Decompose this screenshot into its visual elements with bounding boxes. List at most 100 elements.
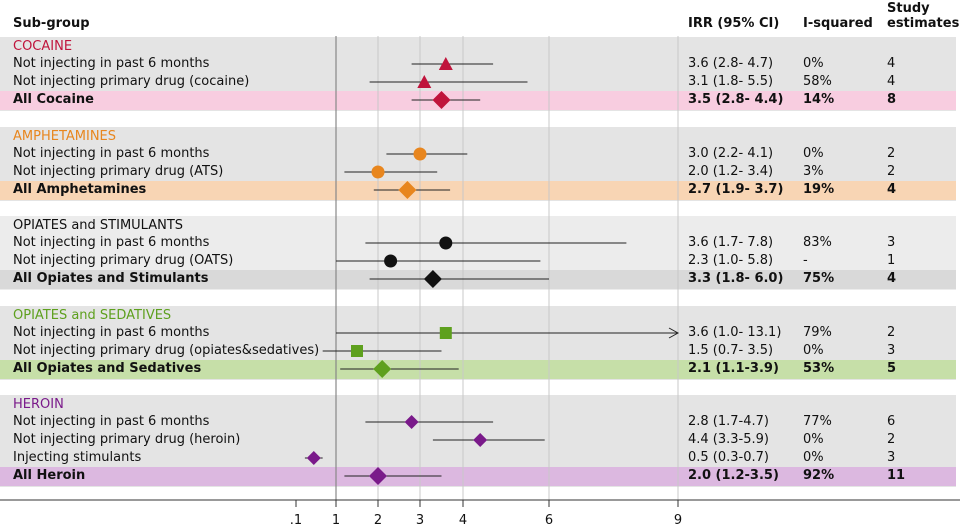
point-estimate bbox=[439, 327, 452, 339]
point-estimate bbox=[384, 254, 398, 268]
isquared-value: 0% bbox=[803, 450, 824, 465]
isquared-value: 83% bbox=[803, 235, 832, 250]
group-title: OPIATES and SEDATIVES bbox=[13, 308, 172, 323]
point-estimate bbox=[371, 165, 385, 179]
irr-value: 3.1 (1.8- 5.5) bbox=[688, 74, 774, 89]
markers bbox=[304, 57, 680, 485]
row-label: Not injecting in past 6 months bbox=[13, 235, 210, 250]
irr-value: 1.5 (0.7- 3.5) bbox=[688, 343, 774, 358]
study-count: 3 bbox=[887, 450, 896, 465]
x-tick-label: 6 bbox=[545, 513, 553, 528]
pooled-study-count: 4 bbox=[887, 271, 897, 286]
pooled-label: All Opiates and Stimulants bbox=[13, 271, 209, 286]
group-title: HEROIN bbox=[13, 397, 64, 412]
point-estimate bbox=[351, 345, 363, 357]
isquared-value: 0% bbox=[803, 432, 824, 447]
pooled-isquared-value: 19% bbox=[803, 182, 835, 197]
point-estimate bbox=[438, 57, 453, 70]
pooled-isquared-value: 14% bbox=[803, 92, 835, 107]
pooled-isquared-value: 92% bbox=[803, 468, 835, 483]
row-label: Not injecting in past 6 months bbox=[13, 146, 210, 161]
row-label: Not injecting in past 6 months bbox=[13, 56, 210, 71]
study-count: 2 bbox=[887, 325, 896, 340]
pooled-estimate bbox=[373, 360, 392, 378]
row-label: Not injecting in past 6 months bbox=[13, 414, 210, 429]
pooled-label: All Cocaine bbox=[13, 92, 94, 107]
subgroup-header: Sub-group bbox=[13, 16, 90, 31]
pooled-study-count: 5 bbox=[887, 361, 897, 376]
pooled-irr-value: 3.5 (2.8- 4.4) bbox=[688, 92, 784, 107]
group-title: COCAINE bbox=[13, 39, 73, 54]
pooled-estimate bbox=[432, 91, 451, 109]
row-label: Not injecting primary drug (OATS) bbox=[13, 253, 234, 268]
point-estimate bbox=[413, 147, 427, 161]
ci-line-arrow bbox=[668, 327, 680, 339]
row-label: Not injecting primary drug (ATS) bbox=[13, 164, 224, 179]
pooled-label: All Opiates and Sedatives bbox=[13, 361, 202, 376]
x-tick-label: 2 bbox=[374, 513, 382, 528]
row-label: Not injecting primary drug (heroin) bbox=[13, 432, 241, 447]
study-count: 3 bbox=[887, 235, 896, 250]
pooled-label: All Heroin bbox=[13, 468, 86, 483]
isquared-value: 58% bbox=[803, 74, 832, 89]
pooled-study-count: 8 bbox=[887, 92, 897, 107]
irr-value: 3.6 (2.8- 4.7) bbox=[688, 56, 774, 71]
isquared-value: 0% bbox=[803, 343, 824, 358]
row-label: Not injecting in past 6 months bbox=[13, 325, 210, 340]
point-estimate bbox=[306, 451, 321, 465]
irr-value: 3.6 (1.0- 13.1) bbox=[688, 325, 782, 340]
x-tick-label: 3 bbox=[416, 513, 424, 528]
x-tick-label: 1 bbox=[332, 513, 340, 528]
pooled-row-background bbox=[0, 467, 956, 486]
irr-value: 3.0 (2.2- 4.1) bbox=[688, 146, 774, 161]
study-count: 1 bbox=[887, 253, 896, 268]
point-estimate bbox=[473, 433, 488, 447]
isquared-value: 3% bbox=[803, 164, 824, 179]
estimates-header: estimates bbox=[887, 16, 960, 31]
pooled-study-count: 4 bbox=[887, 182, 897, 197]
pooled-label: All Amphetamines bbox=[13, 182, 147, 197]
pooled-irr-value: 3.3 (1.8- 6.0) bbox=[688, 271, 784, 286]
pooled-estimate bbox=[369, 467, 387, 485]
row-label: Not injecting primary drug (opiates&seda… bbox=[13, 343, 320, 358]
study-count: 4 bbox=[887, 74, 896, 89]
irr-header: IRR (95% CI) bbox=[688, 16, 780, 31]
isquared-value: 0% bbox=[803, 56, 824, 71]
pooled-irr-value: 2.0 (1.2-3.5) bbox=[688, 468, 779, 483]
study-count: 6 bbox=[887, 414, 896, 429]
pooled-estimate bbox=[398, 181, 417, 199]
x-axis: .1 1 2 3 4 6 9 bbox=[0, 499, 960, 528]
pooled-study-count: 11 bbox=[887, 468, 906, 483]
study-count: 2 bbox=[887, 164, 896, 179]
irr-value: 4.4 (3.3-5.9) bbox=[688, 432, 769, 447]
row-label: Injecting stimulants bbox=[13, 450, 142, 465]
irr-value: 2.8 (1.7-4.7) bbox=[688, 414, 769, 429]
isquared-value: 77% bbox=[803, 414, 832, 429]
irr-value: 0.5 (0.3-0.7) bbox=[688, 450, 769, 465]
pooled-row-background bbox=[0, 360, 956, 379]
x-tick-label: 4 bbox=[459, 513, 467, 528]
point-estimate bbox=[439, 236, 453, 250]
pooled-row-background bbox=[0, 181, 956, 200]
study-header: Study bbox=[887, 1, 930, 16]
study-count: 2 bbox=[887, 146, 896, 161]
group-title: OPIATES and STIMULANTS bbox=[13, 218, 184, 233]
group-title: AMPHETAMINES bbox=[13, 129, 117, 144]
isquared-value: 0% bbox=[803, 146, 824, 161]
pooled-isquared-value: 53% bbox=[803, 361, 835, 376]
x-tick-label: .1 bbox=[290, 513, 302, 528]
study-count: 2 bbox=[887, 432, 896, 447]
pooled-irr-value: 2.1 (1.1-3.9) bbox=[688, 361, 779, 376]
pooled-irr-value: 2.7 (1.9- 3.7) bbox=[688, 182, 784, 197]
irr-value: 2.0 (1.2- 3.4) bbox=[688, 164, 774, 179]
isquared-header: I-squared bbox=[803, 16, 873, 31]
pooled-estimate bbox=[423, 270, 442, 288]
isquared-value: - bbox=[803, 253, 808, 268]
study-count: 3 bbox=[887, 343, 896, 358]
pooled-isquared-value: 75% bbox=[803, 271, 835, 286]
x-tick-label: 9 bbox=[674, 513, 682, 528]
row-label: Not injecting primary drug (cocaine) bbox=[13, 74, 250, 89]
point-estimate bbox=[417, 75, 432, 88]
point-estimate bbox=[404, 415, 419, 429]
